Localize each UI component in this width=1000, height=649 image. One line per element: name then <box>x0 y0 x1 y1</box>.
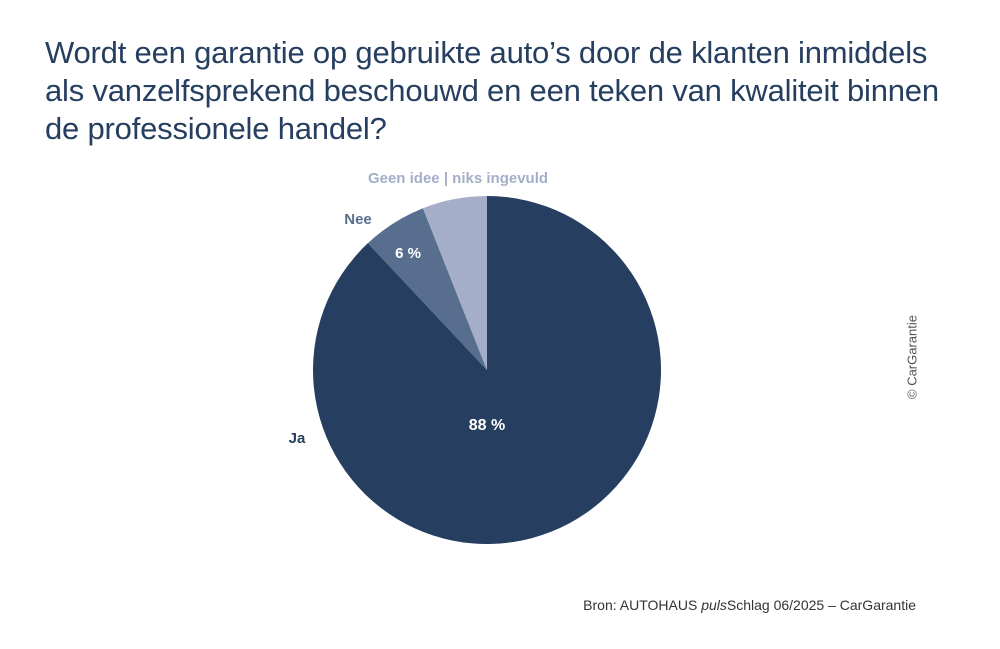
pie-slice-1 <box>313 196 662 544</box>
copyright-notice: © CarGarantie <box>904 315 920 399</box>
slice-name-label-1: Ja <box>289 430 306 447</box>
chart-title: Wordt een garantie op gebruikte auto’s d… <box>45 34 945 148</box>
pie-slice-3 <box>422 196 487 370</box>
source-prefix: Bron: AUTOHAUS <box>583 597 702 613</box>
source-italic: puls <box>701 597 727 613</box>
slice-value-label-1: 88 % <box>469 417 505 434</box>
source-note: Bron: AUTOHAUS pulsSchlag 06/2025 – CarG… <box>583 597 916 613</box>
chart-title-line-2: als vanzelfsprekend beschouwd en een tek… <box>45 73 939 108</box>
slice-name-label-3: Geen idee | niks ingevuld <box>368 170 548 187</box>
source-suffix: Schlag 06/2025 – CarGarantie <box>726 597 916 613</box>
chart-title-line-3: de professionele handel? <box>45 111 387 146</box>
slice-value-label-2: 6 % <box>395 245 421 262</box>
slice-name-label-2: Nee <box>344 211 372 228</box>
pie-slice-2 <box>367 208 487 370</box>
chart-title-line-1: Wordt een garantie op gebruikte auto’s d… <box>45 35 928 70</box>
